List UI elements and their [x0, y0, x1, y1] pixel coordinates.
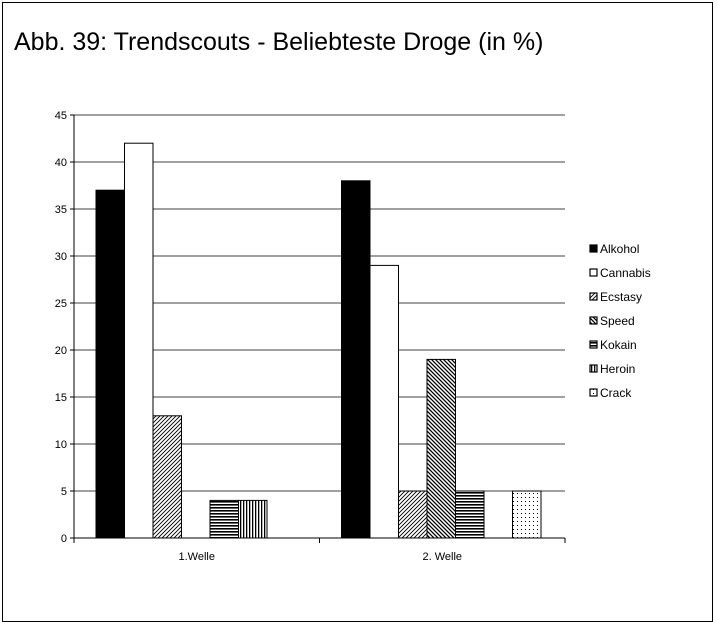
- legend-label-speed: Speed: [600, 314, 635, 328]
- bar-cannabis-1-welle: [124, 142, 154, 539]
- bar-crack-2-welle: [512, 490, 542, 539]
- bars: [95, 142, 542, 539]
- bar-cannabis-2-welle: [369, 264, 399, 539]
- y-tick-label: 40: [55, 157, 67, 169]
- chart-title: Abb. 39: Trendscouts - Beliebteste Droge…: [14, 28, 544, 56]
- y-tick-label: 15: [55, 392, 67, 404]
- y-tick-label: 25: [55, 298, 67, 310]
- legend-swatch-alkohol: [589, 244, 598, 253]
- x-tick-label: 1.Welle: [179, 551, 215, 563]
- bar-kokain-2-welle: [455, 490, 485, 539]
- bar-kokain-1-welle: [209, 499, 239, 539]
- y-tick-label: 10: [55, 439, 67, 451]
- y-tick-label: 35: [55, 204, 67, 216]
- bar-chart: 0 5 10 15 20 25 30 35 40 45 1.Welle 2. Welle Alkoho…: [55, 110, 651, 563]
- legend-label-ecstasy: Ecstasy: [600, 290, 642, 304]
- bar-alkohol-1-welle: [95, 189, 125, 539]
- legend-swatch-kokain: [589, 340, 598, 349]
- legend-label-cannabis: Cannabis: [600, 266, 651, 280]
- axes: 0 5 10 15 20 25 30 35 40 45 1.Welle 2. Welle: [55, 110, 566, 563]
- bar-speed-2-welle: [426, 358, 456, 539]
- legend-label-heroin: Heroin: [600, 362, 635, 376]
- y-tick-label: 45: [55, 110, 67, 122]
- legend-label-alkohol: Alkohol: [600, 242, 639, 256]
- y-tick-label: 0: [61, 533, 67, 545]
- legend: Alkohol Cannabis Ecstasy Speed Kokain Heroin C…: [589, 242, 651, 400]
- bar-ecstasy-1-welle: [152, 415, 182, 539]
- legend-swatch-heroin: [589, 364, 598, 373]
- legend-swatch-ecstasy: [589, 292, 598, 301]
- legend-swatch-crack: [589, 388, 598, 397]
- bar-ecstasy-2-welle: [398, 490, 428, 539]
- bar-heroin-1-welle: [238, 499, 268, 539]
- legend-label-crack: Crack: [600, 386, 632, 400]
- y-tick-label: 20: [55, 345, 67, 357]
- y-tick-label: 5: [61, 486, 67, 498]
- legend-swatch-speed: [589, 316, 598, 325]
- legend-swatch-cannabis: [589, 268, 598, 277]
- bar-alkohol-2-welle: [341, 180, 371, 539]
- x-tick-label: 2. Welle: [422, 551, 462, 563]
- legend-label-kokain: Kokain: [600, 338, 637, 352]
- y-tick-label: 30: [55, 251, 67, 263]
